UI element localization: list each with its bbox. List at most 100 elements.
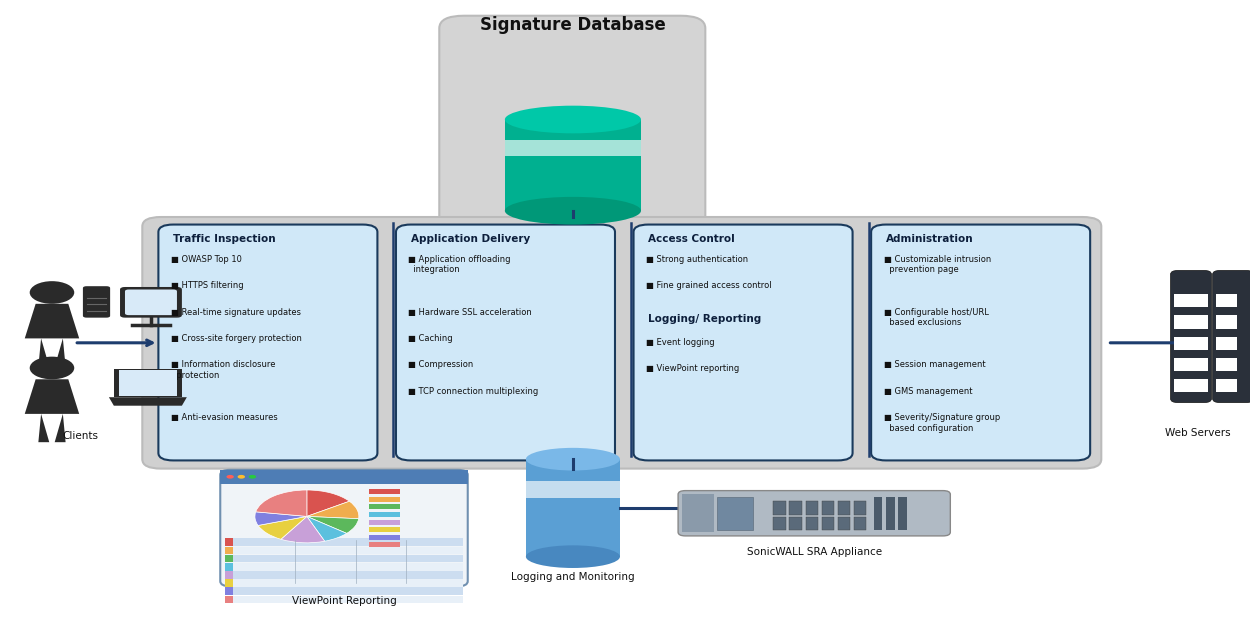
Text: ■ Configurable host/URL
  based exclusions: ■ Configurable host/URL based exclusions	[884, 308, 989, 327]
Bar	[821, 501, 834, 515]
Polygon shape	[526, 481, 620, 498]
Bar	[225, 547, 462, 554]
FancyBboxPatch shape	[125, 289, 177, 315]
Wedge shape	[308, 516, 346, 541]
Bar	[225, 587, 232, 595]
FancyBboxPatch shape	[142, 217, 1101, 469]
Bar	[225, 579, 232, 587]
Text: ViewPoint Reporting: ViewPoint Reporting	[291, 596, 396, 606]
Bar	[774, 516, 786, 530]
Polygon shape	[505, 140, 641, 156]
Bar	[225, 571, 462, 579]
Polygon shape	[114, 369, 182, 398]
Bar	[225, 587, 462, 595]
Polygon shape	[55, 414, 65, 442]
Text: ■ Fine grained access control: ■ Fine grained access control	[646, 281, 771, 290]
Text: ■ Session management: ■ Session management	[884, 360, 985, 369]
Bar	[1216, 337, 1250, 350]
Wedge shape	[281, 516, 325, 543]
FancyBboxPatch shape	[439, 16, 705, 239]
Text: ■ Severity/Signature group
  based configuration: ■ Severity/Signature group based configu…	[884, 413, 1000, 433]
Bar	[225, 563, 232, 571]
FancyBboxPatch shape	[220, 470, 468, 586]
Bar	[1174, 358, 1208, 371]
Text: SonicWALL SRA Appliance: SonicWALL SRA Appliance	[746, 547, 881, 557]
Text: ■ Real-time signature updates: ■ Real-time signature updates	[171, 308, 301, 316]
Text: Signature Database: Signature Database	[480, 16, 666, 34]
Bar	[369, 504, 400, 509]
Wedge shape	[308, 490, 350, 516]
Bar	[886, 497, 895, 530]
Bar	[369, 542, 400, 547]
Circle shape	[30, 357, 74, 379]
Circle shape	[30, 281, 74, 304]
Ellipse shape	[505, 197, 641, 225]
Bar	[220, 470, 468, 484]
Text: ■ Anti-evasion measures: ■ Anti-evasion measures	[171, 413, 278, 422]
Polygon shape	[55, 338, 65, 367]
Bar	[805, 516, 818, 530]
Ellipse shape	[505, 106, 641, 133]
Bar	[1216, 315, 1250, 328]
Polygon shape	[39, 338, 49, 367]
Text: ■ OWASP Top 10: ■ OWASP Top 10	[171, 255, 241, 264]
Bar	[225, 579, 462, 587]
Bar	[369, 512, 400, 517]
Text: ■ Application offloading
  integration: ■ Application offloading integration	[409, 255, 511, 274]
Bar	[838, 516, 850, 530]
Bar	[369, 489, 400, 494]
Text: ■ GMS management: ■ GMS management	[884, 387, 973, 396]
Text: Administration: Administration	[886, 234, 974, 244]
Wedge shape	[308, 516, 359, 533]
Bar	[854, 501, 866, 515]
Text: ■ HTTPS filtering: ■ HTTPS filtering	[171, 281, 244, 290]
Bar	[681, 494, 715, 532]
Bar	[369, 520, 400, 525]
Bar	[225, 547, 232, 554]
Bar	[225, 555, 232, 562]
Bar	[369, 527, 400, 532]
Text: ■ Compression: ■ Compression	[409, 360, 474, 369]
Bar	[1174, 379, 1208, 392]
Bar	[225, 596, 232, 603]
Text: ■ Hardware SSL acceleration: ■ Hardware SSL acceleration	[409, 308, 532, 316]
Text: ■ TCP connection multiplexing: ■ TCP connection multiplexing	[409, 387, 539, 396]
Bar	[874, 497, 882, 530]
Bar	[718, 497, 752, 530]
Bar	[1174, 337, 1208, 350]
FancyBboxPatch shape	[82, 286, 110, 318]
Text: Traffic Inspection: Traffic Inspection	[174, 234, 276, 244]
Bar	[369, 497, 400, 502]
Text: ■ Strong authentication: ■ Strong authentication	[646, 255, 748, 264]
Polygon shape	[119, 370, 178, 396]
Bar	[1216, 294, 1250, 308]
Wedge shape	[255, 512, 308, 525]
Bar	[805, 501, 818, 515]
Text: Application Delivery: Application Delivery	[411, 234, 530, 244]
Bar	[1216, 379, 1250, 392]
Bar	[774, 501, 786, 515]
Text: ■ ViewPoint reporting: ■ ViewPoint reporting	[646, 364, 739, 373]
Bar	[225, 555, 462, 562]
Polygon shape	[25, 304, 79, 338]
Text: ■ Caching: ■ Caching	[409, 334, 452, 343]
Polygon shape	[505, 120, 641, 211]
Bar	[838, 501, 850, 515]
Text: Clients: Clients	[62, 431, 99, 441]
Text: ■ Information disclosure
  protection: ■ Information disclosure protection	[171, 360, 275, 380]
Bar	[821, 516, 834, 530]
Wedge shape	[256, 490, 308, 516]
Bar	[369, 535, 400, 540]
Wedge shape	[258, 516, 308, 539]
FancyBboxPatch shape	[634, 225, 852, 460]
Bar	[1174, 315, 1208, 328]
Polygon shape	[39, 414, 49, 442]
Text: ■ Customizable intrusion
  prevention page: ■ Customizable intrusion prevention page	[884, 255, 991, 274]
Bar	[225, 571, 232, 579]
Bar	[225, 538, 232, 546]
Bar	[790, 516, 801, 530]
Ellipse shape	[526, 448, 620, 470]
Text: ■ Cross-site forgery protection: ■ Cross-site forgery protection	[171, 334, 301, 343]
FancyBboxPatch shape	[159, 225, 378, 460]
Bar	[1216, 358, 1250, 371]
